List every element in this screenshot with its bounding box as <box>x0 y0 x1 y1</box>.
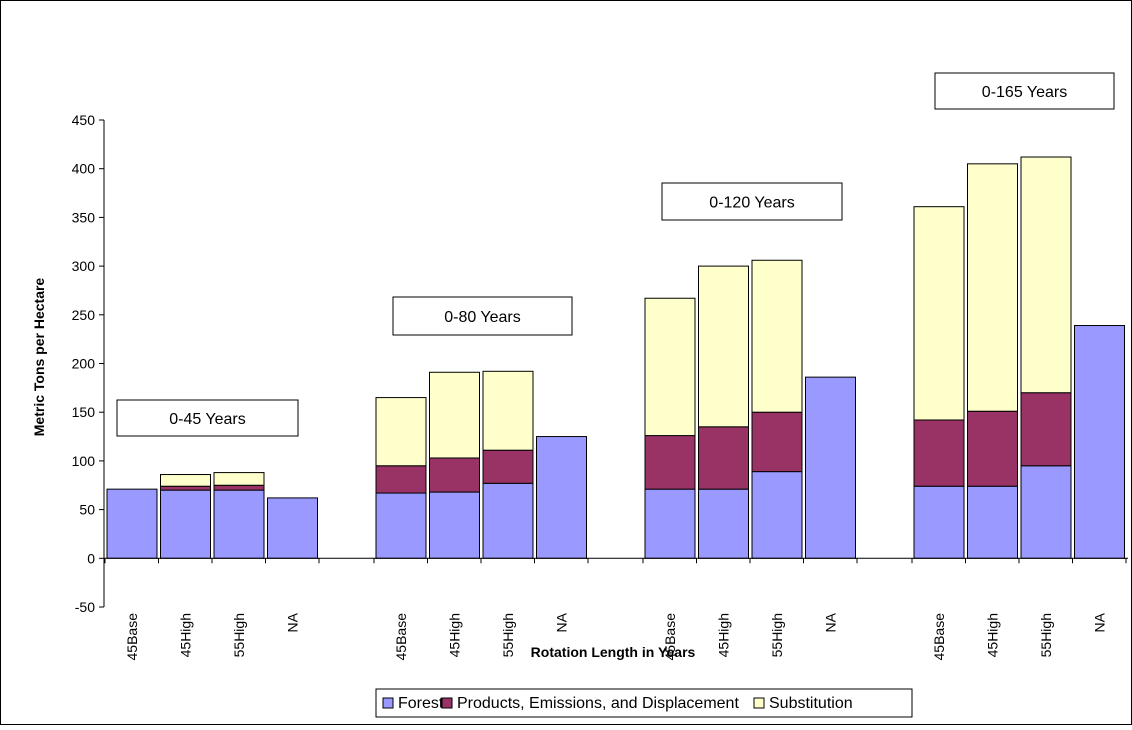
x-tick-label: NA <box>823 612 839 632</box>
x-tick-label: NA <box>554 612 570 632</box>
legend-box <box>375 688 913 718</box>
bar-segment-forest <box>213 489 265 559</box>
x-tick-label: NA <box>285 612 301 632</box>
bar-segment-products-emissions-and-displacement <box>913 419 965 487</box>
bar-segment-forest <box>375 492 427 559</box>
bar-segment-forest <box>536 436 587 559</box>
x-tick-label: 55High <box>500 613 516 657</box>
x-tick-label: 55High <box>231 613 247 657</box>
group-label-box: 0-80 Years <box>392 296 573 336</box>
y-tick-label: 250 <box>72 307 96 323</box>
bar-segment-forest <box>644 488 696 559</box>
legend-swatch <box>753 697 765 709</box>
bar-segment-products-emissions-and-displacement <box>751 411 803 473</box>
group-label: 0-165 Years <box>982 84 1067 101</box>
bar-segment-products-emissions-and-displacement <box>160 485 211 491</box>
bar-segment-substitution <box>644 297 696 437</box>
bar-segment-substitution <box>429 371 480 459</box>
legend: Forest Products, Emissions, and Displacem… <box>375 688 913 718</box>
group-label: 0-120 Years <box>709 195 794 212</box>
group-label: 0-80 Years <box>444 309 521 326</box>
y-tick-label: 100 <box>72 453 96 469</box>
x-axis-title: Rotation Length in Years <box>531 644 696 660</box>
bar-segment-forest <box>1020 465 1072 559</box>
x-tick-label: 45Base <box>662 613 678 661</box>
y-tick-label: 400 <box>72 161 96 177</box>
bar-segment-products-emissions-and-displacement <box>1020 392 1072 467</box>
legend-label: Forest <box>398 695 444 712</box>
y-tick-label: 150 <box>72 404 96 420</box>
legend-label: Substitution <box>769 695 853 712</box>
bar-segment-substitution <box>375 397 427 467</box>
y-tick-label: 0 <box>87 550 95 566</box>
group-label-box: 0-165 Years <box>934 72 1115 110</box>
bar-segment-products-emissions-and-displacement <box>698 426 749 490</box>
bar-segment-forest <box>160 489 211 559</box>
axes-layer: -50 0 50 100 150 200 250 300 350 400 450 <box>72 112 1128 615</box>
x-tick-label: 45Base <box>931 613 947 661</box>
bar-segment-forest <box>698 488 749 559</box>
bar-segment-forest <box>482 482 534 559</box>
group-label: 0-45 Years <box>169 411 246 428</box>
bar-segment-substitution <box>213 472 265 486</box>
x-tick-label: 45Base <box>124 613 140 661</box>
legend-label: Products, Emissions, and Displacement <box>457 695 739 712</box>
y-axis-title: Metric Tons per Hectare <box>31 278 47 437</box>
y-tick-label: 50 <box>79 502 95 518</box>
y-tick-label: 350 <box>72 209 96 225</box>
bar-segment-products-emissions-and-displacement <box>644 435 696 490</box>
bar-segment-substitution <box>160 474 211 487</box>
bar-segment-forest <box>267 497 318 559</box>
legend-swatch <box>441 697 453 709</box>
bar-segment-forest <box>106 488 158 559</box>
bar-segment-substitution <box>751 259 803 413</box>
x-tick-label: 45High <box>985 613 1001 657</box>
bar-segment-products-emissions-and-displacement <box>967 410 1018 487</box>
bar-segment-forest <box>429 491 480 559</box>
bar-segment-substitution <box>698 265 749 428</box>
x-tick-label: 55High <box>1038 613 1054 657</box>
bar-segment-forest <box>751 471 803 559</box>
x-tick-label: 45High <box>716 613 732 657</box>
group-label-box: 0-45 Years <box>116 399 299 437</box>
bar-segment-forest <box>913 485 965 559</box>
bar-segment-products-emissions-and-displacement <box>482 449 534 484</box>
group-label-box: 0-120 Years <box>661 182 843 221</box>
bar-segment-substitution <box>482 370 534 451</box>
y-tick-label: 300 <box>72 258 96 274</box>
x-tick-label: 55High <box>769 613 785 657</box>
bar-segment-substitution <box>913 206 965 421</box>
y-tick-label: 200 <box>72 356 96 372</box>
x-tick-label: 45High <box>447 613 463 657</box>
bars-layer <box>106 156 1125 559</box>
y-tick-label: 450 <box>72 112 96 128</box>
bar-segment-forest <box>1074 325 1125 559</box>
legend-swatch <box>382 697 394 709</box>
bar-segment-products-emissions-and-displacement <box>429 457 480 493</box>
bar-segment-forest <box>967 485 1018 559</box>
x-tick-label: NA <box>1092 612 1108 632</box>
bar-segment-products-emissions-and-displacement <box>213 484 265 491</box>
x-tick-label: 45High <box>178 613 194 657</box>
labels-layer: 45Base 45High 55High NA 45Base 45High 55High NA… <box>116 72 1115 661</box>
bar-segment-substitution <box>967 163 1018 412</box>
x-tick-label: 45Base <box>393 613 409 661</box>
bar-segment-substitution <box>1020 156 1072 394</box>
y-tick-label: -50 <box>75 599 95 615</box>
bar-segment-forest <box>805 376 856 559</box>
bar-segment-products-emissions-and-displacement <box>375 465 427 494</box>
